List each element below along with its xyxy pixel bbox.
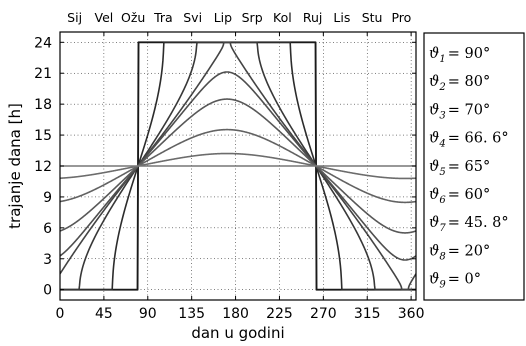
month-label: Pro (391, 10, 411, 25)
x-tick-label: 225 (266, 306, 293, 322)
y-tick-label: 21 (34, 66, 52, 82)
legend-entry: ϑ9 = 0° (429, 272, 481, 291)
legend-subscript: 7 (439, 223, 446, 234)
y-axis-label: trajanje dana [h] (6, 103, 24, 229)
legend-value: = 45. 8° (448, 215, 509, 231)
month-label: Svi (183, 10, 202, 25)
legend-symbol: ϑ (429, 102, 439, 118)
x-tick-label: 315 (354, 306, 381, 322)
legend-symbol: ϑ (429, 159, 439, 175)
month-label: Srp (242, 10, 263, 25)
legend-entry: ϑ3 = 70° (429, 102, 490, 121)
x-tick-label: 0 (56, 306, 65, 322)
legend-entry: ϑ5 = 65° (429, 159, 490, 178)
month-label: Stu (362, 10, 383, 25)
y-tick-label: 24 (34, 35, 52, 51)
legend-value: = 66. 6° (448, 131, 509, 147)
legend-subscript: 3 (439, 110, 445, 121)
legend-value: = 90° (448, 46, 490, 62)
legend-subscript: 5 (439, 167, 445, 178)
legend-symbol: ϑ (429, 131, 439, 147)
x-tick-label: 180 (222, 306, 249, 322)
month-labels: Sij Vel Ožu Tra Svi Lip Srp Kol Ruj Lis Stu Pro (67, 10, 411, 25)
x-ticks: 0 45 90 135 180 225 270 315 360 (56, 32, 425, 322)
legend-symbol: ϑ (429, 46, 439, 62)
legend-symbol: ϑ (429, 243, 439, 259)
series-line (60, 71, 416, 261)
legend-symbol: ϑ (429, 215, 439, 231)
series-line (60, 98, 416, 234)
legend-symbol: ϑ (429, 187, 439, 203)
legend-symbol: ϑ (429, 74, 439, 90)
legend-value: = 20° (448, 243, 490, 259)
x-tick-label: 360 (398, 306, 425, 322)
legend-symbol: ϑ (429, 272, 439, 288)
month-label: Lis (333, 10, 350, 25)
month-label: Ožu (121, 10, 145, 25)
x-axis-label: dan u godini (191, 324, 284, 342)
y-tick-label: 0 (43, 283, 52, 299)
y-tick-label: 3 (43, 252, 52, 268)
legend-entry: ϑ4 = 66. 6° (429, 131, 509, 150)
legend-value: = 70° (448, 102, 490, 118)
x-tick-label: 90 (139, 306, 157, 322)
legend-subscript: 9 (439, 280, 446, 291)
legend-subscript: 2 (438, 82, 445, 93)
month-label: Kol (273, 10, 292, 25)
x-tick-label: 270 (310, 306, 337, 322)
series-line (60, 128, 416, 204)
legend-entry: ϑ7 = 45. 8° (429, 215, 509, 234)
legend-value: = 0° (448, 272, 481, 288)
month-label: Sij (67, 10, 82, 25)
series-line (60, 41, 416, 291)
legend-subscript: 8 (439, 251, 445, 262)
legend: ϑ1 = 90°ϑ2 = 80°ϑ3 = 70°ϑ4 = 66. 6°ϑ5 = 65°ϑ6… (423, 32, 525, 301)
month-label: Tra (153, 10, 173, 25)
x-tick-label: 45 (95, 306, 113, 322)
legend-entry: ϑ8 = 20° (429, 243, 490, 262)
month-label: Lip (214, 10, 232, 25)
legend-entry: ϑ6 = 60° (429, 187, 490, 206)
y-tick-label: 9 (43, 190, 52, 206)
x-tick-label: 135 (178, 306, 205, 322)
y-ticks: 0 3 6 9 12 15 18 21 24 (34, 35, 416, 299)
series-lines (60, 41, 416, 291)
legend-entry: ϑ2 = 80° (429, 74, 490, 93)
legend-subscript: 4 (438, 139, 445, 150)
series-line (60, 152, 416, 180)
legend-subscript: 6 (439, 195, 446, 206)
y-tick-label: 18 (34, 97, 52, 113)
y-tick-label: 12 (34, 159, 52, 175)
legend-entry: ϑ1 = 90° (429, 46, 490, 65)
month-label: Ruj (303, 10, 323, 25)
legend-frame (423, 32, 525, 301)
legend-value: = 80° (448, 74, 490, 90)
y-tick-label: 6 (43, 221, 52, 237)
month-label: Vel (95, 10, 114, 25)
series-line (60, 41, 416, 291)
legend-value: = 60° (448, 187, 490, 203)
legend-value: = 65° (448, 159, 490, 175)
y-tick-label: 15 (34, 128, 52, 144)
legend-subscript: 1 (439, 54, 445, 65)
